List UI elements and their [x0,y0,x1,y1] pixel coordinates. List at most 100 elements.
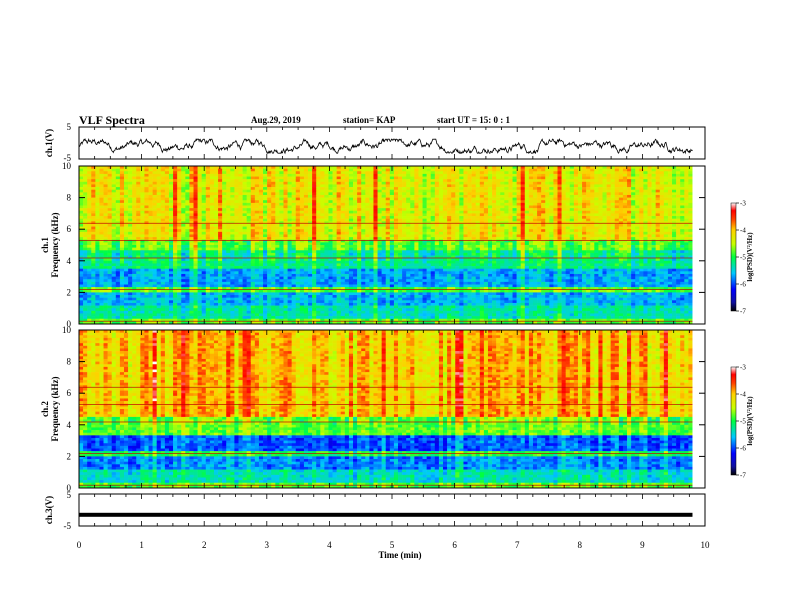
spectrogram-cell [303,184,309,188]
spectrogram-cell [324,226,329,230]
spectrogram-cell [234,218,239,222]
spectrogram-cell [398,239,403,243]
spectrogram-cell [87,184,92,188]
spectrogram-cell [107,184,113,188]
spectrogram-cell [353,321,358,325]
spectrogram-cell [230,289,235,293]
spectrogram-cell [336,321,342,325]
spectrogram-cell [128,318,133,322]
spectrogram-cell [267,268,272,272]
spectrogram-cell [287,276,292,280]
spectrogram-cell [402,268,407,272]
spectrogram-cell [283,168,288,172]
spectrogram-cell [324,223,329,227]
spectrogram-cell [234,287,239,291]
spectrogram-cell [83,202,88,206]
spectrogram-cell [398,318,403,322]
spectrogram-cell [132,260,137,264]
spectrogram-cell [197,226,202,230]
spectrogram-cell [381,189,387,193]
spectrogram-cell [156,216,162,219]
spectrogram-cell [160,181,166,185]
spectrogram-cell [344,247,350,251]
spectrogram-cell [393,181,399,185]
spectrogram-cell [173,260,178,264]
spectrogram-cell [348,179,354,183]
spectrogram-cell [406,237,411,241]
spectrogram-cell [336,237,342,241]
spectrogram-cell [213,273,219,277]
spectrogram-cell [91,260,96,264]
spectrogram-cell [144,321,149,325]
spectrogram-cell [263,271,268,275]
spectrogram-cell [250,173,256,177]
spectrogram-cell [373,194,378,198]
spectrogram-cell [156,287,162,291]
spectrogram-cell [328,187,333,190]
spectrogram-cell [107,292,113,296]
spectrogram-cell [336,250,342,254]
spectrogram-cell [385,279,391,283]
spectrogram-cell [209,302,215,306]
spectrogram-cell [267,279,272,283]
spectrogram-cell [91,316,96,320]
spectrogram-cell [197,284,202,288]
spectrogram-cell [344,281,350,285]
spectrogram-cell [263,242,268,246]
spectrogram-cell [328,184,333,188]
spectrogram-cell [258,229,264,233]
spectrogram-cell [258,297,264,301]
spectrogram-cell [369,192,374,196]
spectrogram-cell [258,166,264,169]
spectrogram-cell [287,210,292,214]
spectrogram-cell [414,202,419,206]
spectrogram-cell [312,221,317,225]
spectrogram-cell [381,171,387,175]
spectrogram-cell [222,281,227,285]
spectrogram-cell [246,276,252,280]
spectrogram-cell [201,250,207,254]
spectrogram-cell [348,250,354,254]
spectrogram-cell [83,263,88,267]
spectrogram-cell [152,250,158,254]
spectrogram-cell [344,173,350,177]
spectrogram-cell [353,276,358,280]
spectrogram-cell [193,245,198,248]
spectrogram-cell [222,292,227,296]
spectrogram-cell [275,216,280,219]
spectrogram-cell [267,263,272,267]
spectrogram-cell [173,192,178,196]
spectrogram-cell [250,289,256,293]
spectrogram-cell [398,268,403,272]
spectrogram-cell [406,173,411,177]
spectrogram-cell [275,266,280,269]
spectrogram-cell [111,242,117,246]
spectrogram-cell [234,179,239,183]
spectrogram-cell [263,221,268,225]
spectrogram-cell [177,321,182,325]
spectrogram-cell [275,321,280,325]
spectrogram-cell [393,194,399,198]
spectrogram-cell [222,218,227,222]
spectrogram-cell [287,221,292,225]
spectrogram-cell [291,192,297,196]
spectrogram-cell [344,210,350,214]
spectrogram-cell [181,231,186,235]
spectrogram-cell [140,310,145,314]
spectrogram-cell [226,176,231,180]
spectrogram-cell [385,229,391,233]
spectrogram-cell [393,210,399,214]
spectrogram-cell [173,266,178,269]
spectrogram-cell [402,292,407,296]
spectrogram-cell [271,287,276,291]
spectrogram-cell [308,260,313,264]
spectrogram-cell [168,197,174,201]
spectrogram-cell [254,208,260,212]
spectrogram-cell [393,216,399,219]
spectrogram-cell [152,297,158,301]
spectrogram-cell [160,234,166,238]
spectrogram-cell [369,252,374,256]
spectrogram-cell [271,187,276,190]
spectrogram-cell [128,168,133,172]
spectrogram-cell [295,300,301,304]
